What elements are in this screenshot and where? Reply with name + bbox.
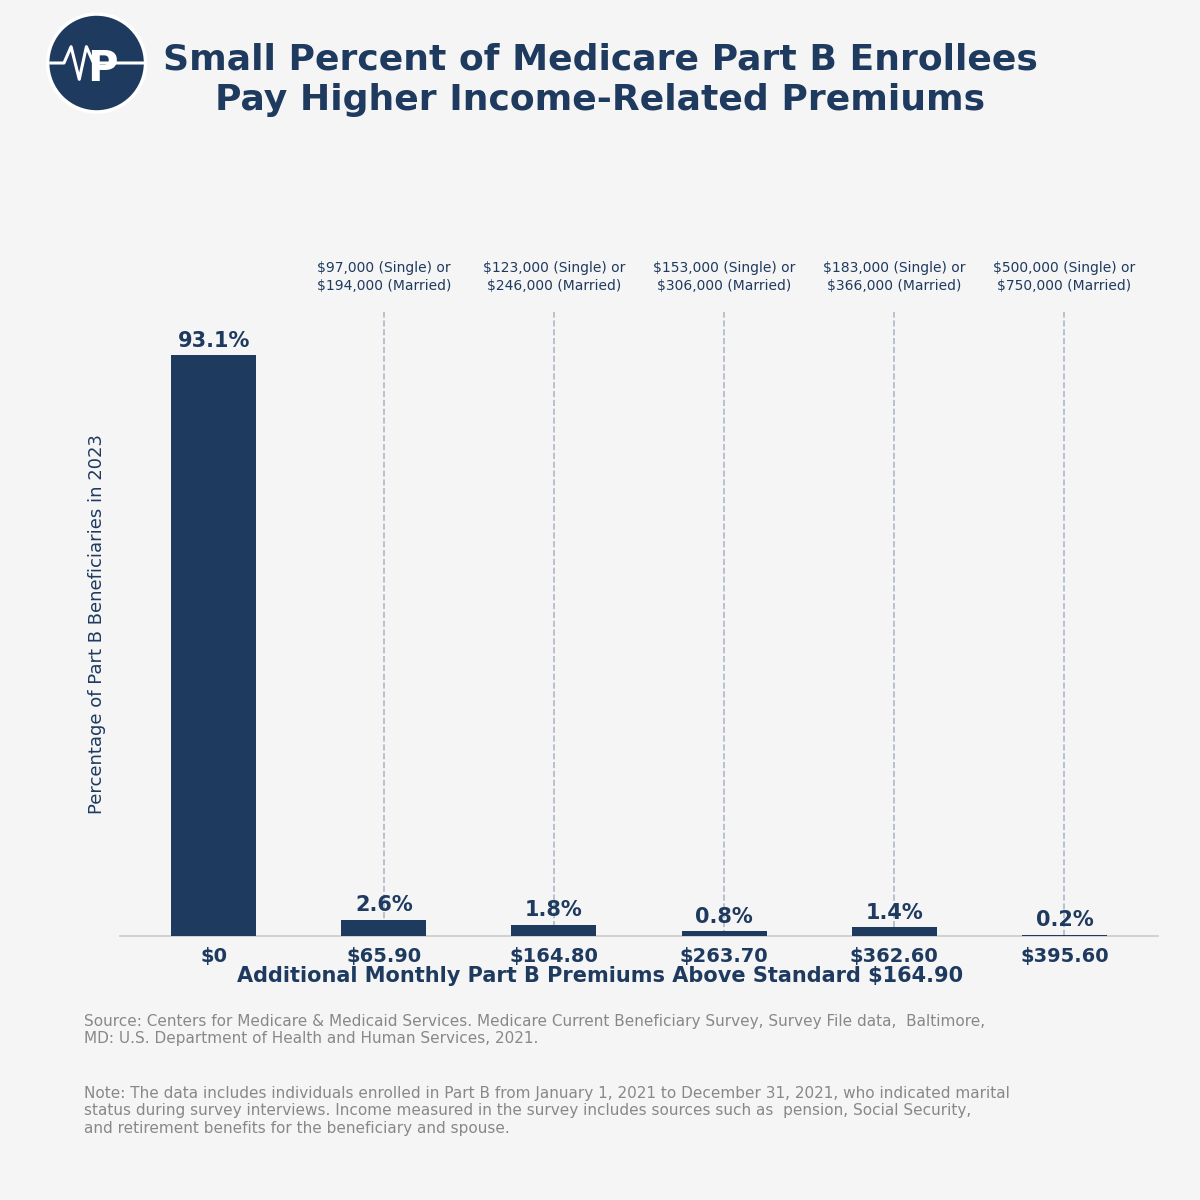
Text: 0.2%: 0.2%	[1036, 911, 1093, 930]
Text: 1.8%: 1.8%	[526, 900, 583, 920]
Text: $123,000 (Single) or
$246,000 (Married): $123,000 (Single) or $246,000 (Married)	[482, 260, 625, 293]
Text: $183,000 (Single) or
$366,000 (Married): $183,000 (Single) or $366,000 (Married)	[823, 260, 966, 293]
Bar	[341, 919, 426, 936]
Text: 0.8%: 0.8%	[695, 907, 752, 926]
Text: Note: The data includes individuals enrolled in Part B from January 1, 2021 to D: Note: The data includes individuals enro…	[84, 1086, 1010, 1135]
Text: 2.6%: 2.6%	[355, 895, 413, 916]
Text: P: P	[88, 48, 118, 90]
Text: $97,000 (Single) or
$194,000 (Married): $97,000 (Single) or $194,000 (Married)	[317, 260, 451, 293]
Bar	[172, 355, 256, 936]
Text: $500,000 (Single) or
$750,000 (Married): $500,000 (Single) or $750,000 (Married)	[994, 260, 1135, 293]
Text: 1.4%: 1.4%	[865, 902, 923, 923]
Text: Source: Centers for Medicare & Medicaid Services. Medicare Current Beneficiary S: Source: Centers for Medicare & Medicaid …	[84, 1014, 985, 1046]
Y-axis label: Percentage of Part B Beneficiaries in 2023: Percentage of Part B Beneficiaries in 20…	[88, 434, 106, 814]
Bar	[1022, 935, 1106, 936]
Text: 93.1%: 93.1%	[178, 331, 250, 350]
Bar	[511, 925, 596, 936]
Bar	[682, 931, 767, 936]
Text: Small Percent of Medicare Part B Enrollees
Pay Higher Income-Related Premiums: Small Percent of Medicare Part B Enrolle…	[162, 42, 1038, 116]
Text: $153,000 (Single) or
$306,000 (Married): $153,000 (Single) or $306,000 (Married)	[653, 260, 796, 293]
Text: Additional Monthly Part B Premiums Above Standard $164.90: Additional Monthly Part B Premiums Above…	[236, 966, 964, 986]
Circle shape	[48, 14, 145, 112]
Bar	[852, 928, 937, 936]
